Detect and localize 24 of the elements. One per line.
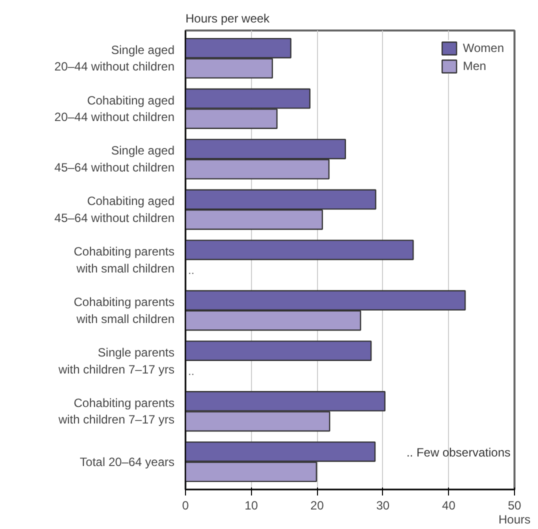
- x-axis-title: Hours: [498, 512, 531, 526]
- x-tick-label: 0: [182, 498, 190, 512]
- x-tick-label: 30: [376, 498, 390, 512]
- x-tick-label: 40: [442, 498, 456, 512]
- x-tick-label: 50: [508, 498, 522, 512]
- x-tick-label: 20: [310, 498, 324, 512]
- text: ..: [188, 265, 194, 278]
- y-tick-label: Cohabiting aged 20–44 without children: [54, 93, 175, 124]
- y-tick-label: Cohabiting parents with small children: [74, 244, 175, 276]
- bar: [186, 340, 372, 361]
- chart-title: Hours per week: [186, 12, 271, 26]
- bar: [186, 240, 414, 260]
- legend-label: Women: [462, 41, 504, 55]
- x-tick-label: 10: [244, 498, 258, 512]
- annotation: .. Few observations: [406, 446, 510, 460]
- y-tick-label: Single parents with children 7–17 yrs: [57, 345, 175, 376]
- y-tick-label: Cohabiting parents with children 7–17 yrs: [57, 396, 175, 427]
- y-tick-label: Single aged 45–64 without children: [54, 144, 175, 175]
- y-tick-label: Total 20–64 years: [80, 454, 175, 469]
- y-tick-label: Single aged 20–44 without children: [54, 42, 175, 74]
- y-tick-label: Cohabiting parents with small children: [74, 295, 175, 326]
- legend-label: Men: [462, 59, 486, 73]
- text: ..: [188, 366, 194, 378]
- y-tick-label: Cohabiting aged 45–64 without children: [54, 194, 175, 225]
